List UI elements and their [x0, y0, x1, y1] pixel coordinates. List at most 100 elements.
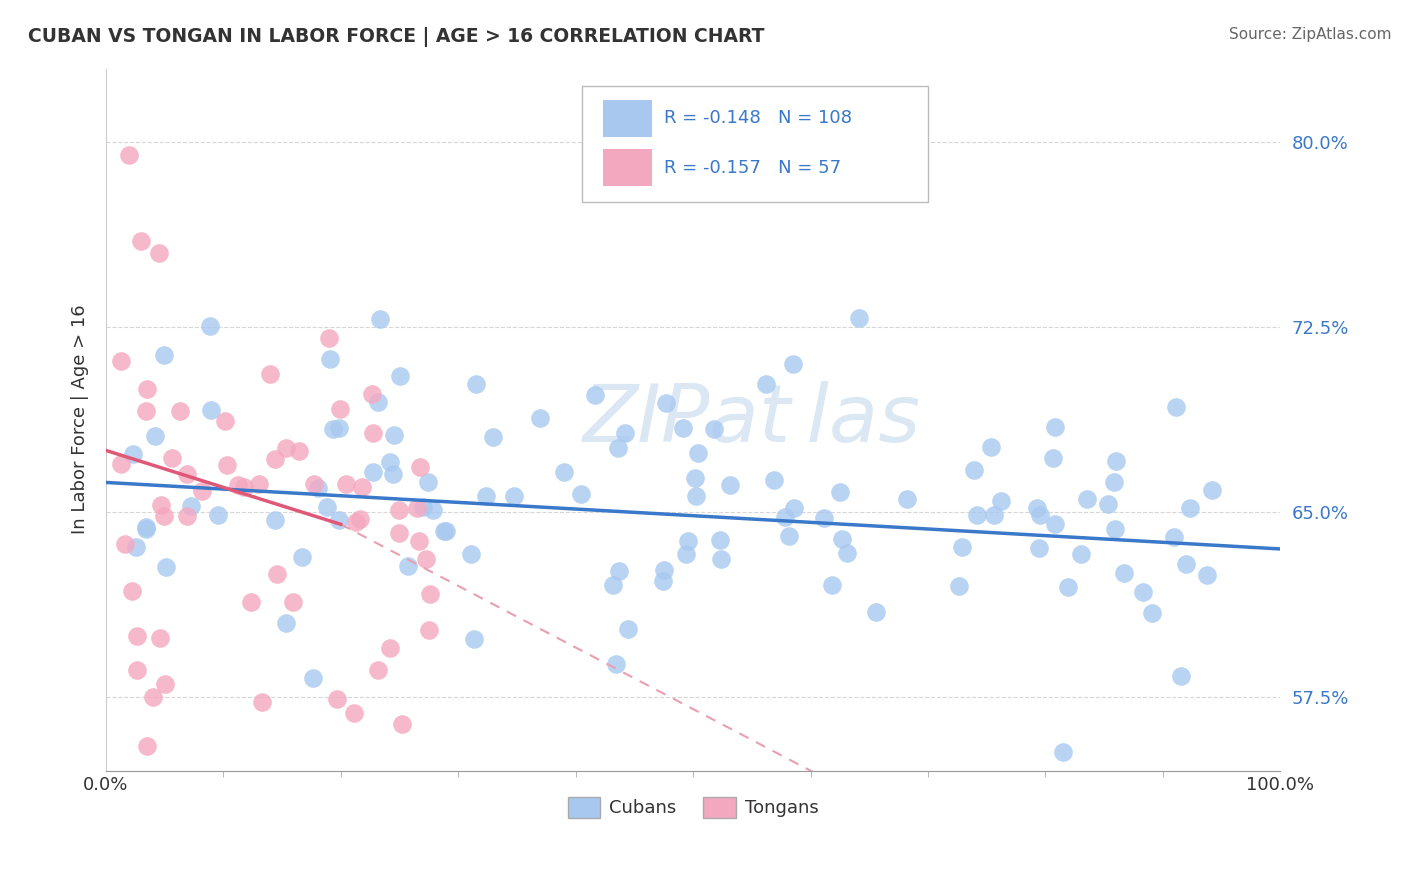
Point	[391, 717, 413, 731]
Point	[361, 465, 384, 479]
Point	[266, 566, 288, 581]
Point	[217, 458, 239, 473]
Point	[412, 500, 434, 515]
Point	[1104, 475, 1126, 489]
Point	[388, 503, 411, 517]
Point	[529, 411, 551, 425]
Point	[1097, 498, 1119, 512]
Point	[416, 475, 439, 490]
Point	[683, 471, 706, 485]
Point	[328, 513, 350, 527]
Point	[1114, 566, 1136, 580]
Y-axis label: In Labor Force | Age > 16: In Labor Force | Age > 16	[72, 305, 89, 534]
Point	[304, 476, 326, 491]
Point	[388, 526, 411, 541]
FancyBboxPatch shape	[603, 100, 652, 136]
Point	[214, 414, 236, 428]
Point	[865, 605, 887, 619]
Point	[775, 509, 797, 524]
Point	[1026, 500, 1049, 515]
Point	[367, 395, 389, 409]
Point	[408, 534, 430, 549]
Point	[328, 421, 350, 435]
FancyBboxPatch shape	[603, 149, 652, 186]
Point	[675, 547, 697, 561]
Point	[606, 441, 628, 455]
Point	[191, 483, 214, 498]
Point	[259, 367, 281, 381]
Point	[129, 234, 152, 248]
Point	[136, 739, 159, 753]
Text: R = -0.148   N = 108: R = -0.148 N = 108	[664, 109, 852, 127]
Point	[433, 524, 456, 539]
Point	[950, 540, 973, 554]
Point	[288, 444, 311, 458]
Point	[1104, 522, 1126, 536]
Point	[127, 629, 149, 643]
Point	[703, 422, 725, 436]
Point	[990, 493, 1012, 508]
Point	[831, 533, 853, 547]
Point	[616, 623, 638, 637]
FancyBboxPatch shape	[582, 86, 928, 202]
Point	[198, 318, 221, 333]
Point	[252, 695, 274, 709]
Point	[1043, 420, 1066, 434]
Point	[418, 623, 440, 637]
Point	[607, 564, 630, 578]
Point	[1170, 669, 1192, 683]
Point	[652, 563, 675, 577]
Point	[963, 462, 986, 476]
Point	[160, 451, 183, 466]
Point	[135, 520, 157, 534]
Point	[460, 547, 482, 561]
Point	[326, 692, 349, 706]
Point	[135, 522, 157, 536]
Point	[378, 641, 401, 656]
Point	[239, 595, 262, 609]
Point	[419, 586, 441, 600]
Point	[415, 551, 437, 566]
Point	[503, 489, 526, 503]
Point	[481, 430, 503, 444]
Point	[1140, 606, 1163, 620]
Point	[200, 403, 222, 417]
Point	[153, 348, 176, 362]
Point	[335, 476, 357, 491]
Text: Source: ZipAtlas.com: Source: ZipAtlas.com	[1229, 27, 1392, 42]
Text: R = -0.157   N = 57: R = -0.157 N = 57	[664, 160, 841, 178]
Point	[343, 706, 366, 720]
Point	[821, 577, 844, 591]
Point	[118, 147, 141, 161]
Point	[709, 533, 731, 547]
Point	[316, 500, 339, 515]
Point	[155, 560, 177, 574]
Point	[1178, 501, 1201, 516]
Point	[307, 482, 329, 496]
Text: ZIPat las: ZIPat las	[582, 381, 921, 458]
Point	[226, 477, 249, 491]
Point	[110, 457, 132, 471]
Point	[291, 550, 314, 565]
Point	[318, 331, 340, 345]
Point	[389, 368, 412, 383]
Point	[207, 508, 229, 522]
Point	[247, 477, 270, 491]
Point	[655, 395, 678, 409]
Point	[463, 632, 485, 647]
Point	[319, 351, 342, 366]
Point	[688, 445, 710, 459]
Point	[605, 657, 627, 671]
Point	[329, 402, 352, 417]
Point	[398, 559, 420, 574]
Point	[153, 509, 176, 524]
Point	[150, 499, 173, 513]
Point	[276, 442, 298, 456]
Point	[710, 552, 733, 566]
Point	[180, 499, 202, 513]
Point	[153, 677, 176, 691]
Point	[422, 502, 444, 516]
Point	[148, 246, 170, 260]
Point	[1105, 454, 1128, 468]
Point	[361, 426, 384, 441]
